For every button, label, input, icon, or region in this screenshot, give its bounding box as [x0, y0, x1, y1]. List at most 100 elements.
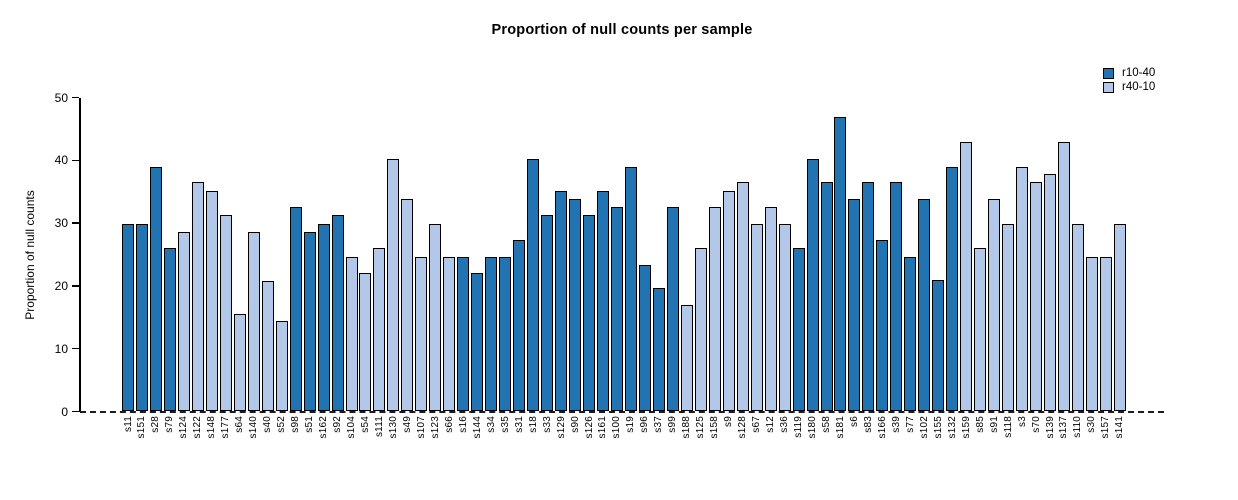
x-tick-label-s6: s6: [848, 416, 860, 427]
bar-s104: [345, 257, 358, 412]
bar-s140: [247, 231, 260, 412]
y-tick-50: [72, 96, 79, 99]
bar-s54: [359, 272, 372, 412]
bar-s66: [443, 257, 456, 412]
x-tick-label-s11: s11: [122, 416, 134, 432]
x-tick-label-s188: s188: [681, 416, 693, 439]
x-tick-label-s100: s100: [611, 416, 623, 439]
x-tick-label-s58: s58: [821, 416, 832, 433]
legend-item-r10-40: r10-40: [1103, 66, 1155, 80]
bar-s161: [596, 191, 609, 412]
bar-s159: [960, 142, 973, 412]
bar-s67: [750, 223, 763, 412]
legend-swatch-r10-40: [1103, 67, 1114, 79]
bar-s16: [457, 257, 470, 412]
x-tick-label-s67: s67: [751, 416, 763, 433]
x-tick-label-s52: s52: [276, 416, 288, 433]
bar-s58: [820, 182, 833, 412]
chart-title: Proportion of null counts per sample: [491, 22, 753, 38]
bar-s36: [778, 223, 791, 412]
y-tick-label-10: 10: [54, 341, 68, 356]
x-tick-label-s36: s36: [779, 416, 791, 433]
x-tick-label-s12: s12: [765, 416, 777, 433]
x-tick-label-s161: s161: [597, 416, 609, 439]
bar-s37: [652, 288, 665, 412]
bar-s162: [317, 223, 330, 412]
x-tick-label-s130: s130: [387, 416, 399, 439]
bar-s91: [988, 199, 1001, 412]
legend-item-r40-10: r40-10: [1103, 80, 1155, 94]
y-axis-line: [79, 97, 81, 412]
bar-s6: [848, 199, 861, 412]
x-tick-label-s140: s140: [248, 416, 260, 439]
x-tick-label-s66: s66: [443, 416, 455, 433]
bar-s144: [471, 272, 484, 412]
bar-s83: [862, 182, 875, 412]
x-tick-label-s180: s180: [807, 416, 819, 439]
x-tick-label-s85: s85: [974, 416, 986, 433]
x-tick-label-s40: s40: [262, 416, 274, 433]
bar-s90: [569, 199, 582, 412]
bar-s35: [499, 257, 512, 412]
bar-s92: [331, 214, 344, 412]
bar-s102: [918, 199, 931, 412]
bar-s12: [764, 207, 777, 412]
bar-s128: [736, 182, 749, 412]
x-tick-label-s70: s70: [1030, 416, 1042, 433]
x-tick-label-s79: s79: [164, 416, 176, 433]
bar-s181: [834, 116, 847, 412]
bar-s158: [708, 207, 721, 412]
x-tick-label-s19: s19: [625, 416, 637, 433]
x-tick-label-s124: s124: [178, 416, 190, 439]
bar-s96: [638, 264, 651, 412]
x-tick-label-s30: s30: [1086, 416, 1098, 433]
x-tick-label-s111: s111: [373, 416, 385, 438]
y-tick-20: [72, 285, 79, 287]
x-tick-label-s91: s91: [988, 416, 1000, 433]
legend: r10-40 r40-10: [1103, 66, 1155, 94]
y-tick-label-40: 40: [54, 153, 68, 168]
x-tick-label-s123: s123: [429, 416, 441, 439]
bar-s85: [974, 247, 987, 412]
x-tick-label-s181: s181: [834, 416, 846, 439]
x-tick-label-s16: s16: [457, 416, 469, 433]
bar-s130: [387, 159, 400, 412]
bar-s141: [1113, 223, 1126, 412]
x-tick-label-s157: s157: [1100, 416, 1112, 439]
x-tick-label-s54: s54: [359, 416, 371, 433]
bar-s30: [1085, 257, 1098, 412]
x-tick-label-s98: s98: [290, 416, 302, 433]
x-tick-label-s137: s137: [1058, 416, 1070, 439]
x-tick-label-s107: s107: [415, 416, 427, 439]
x-tick-label-s96: s96: [639, 416, 651, 433]
x-tick-label-s28: s28: [150, 416, 162, 433]
bar-s123: [429, 223, 442, 412]
bar-s166: [876, 240, 889, 412]
x-tick-label-s77: s77: [904, 416, 916, 433]
bar-s51: [303, 231, 316, 412]
x-tick-label-s35: s35: [499, 416, 511, 433]
bar-s99: [666, 207, 679, 412]
x-tick-label-s51: s51: [304, 416, 316, 433]
bar-s64: [233, 313, 246, 412]
legend-label-r40-10: r40-10: [1122, 81, 1156, 93]
x-tick-label-s18: s18: [527, 416, 539, 433]
x-tick-label-s3: s3: [1016, 416, 1028, 427]
bar-s70: [1030, 182, 1043, 412]
x-tick-label-s110: s110: [1072, 416, 1084, 438]
y-tick-label-20: 20: [54, 278, 68, 293]
bar-s155: [932, 279, 945, 412]
bar-s151: [135, 223, 148, 412]
bar-s18: [527, 159, 540, 412]
y-tick-label-30: 30: [54, 216, 68, 231]
x-tick-label-s39: s39: [890, 416, 902, 433]
x-tick-label-s9: s9: [723, 416, 735, 427]
bar-s137: [1057, 142, 1070, 412]
x-tick-label-s49: s49: [401, 416, 413, 433]
x-tick-label-s64: s64: [234, 416, 246, 433]
x-tick-label-s119: s119: [793, 416, 805, 438]
bar-s33: [541, 214, 554, 412]
y-axis-title: Proportion of null counts: [23, 190, 37, 320]
bar-s122: [191, 182, 204, 412]
